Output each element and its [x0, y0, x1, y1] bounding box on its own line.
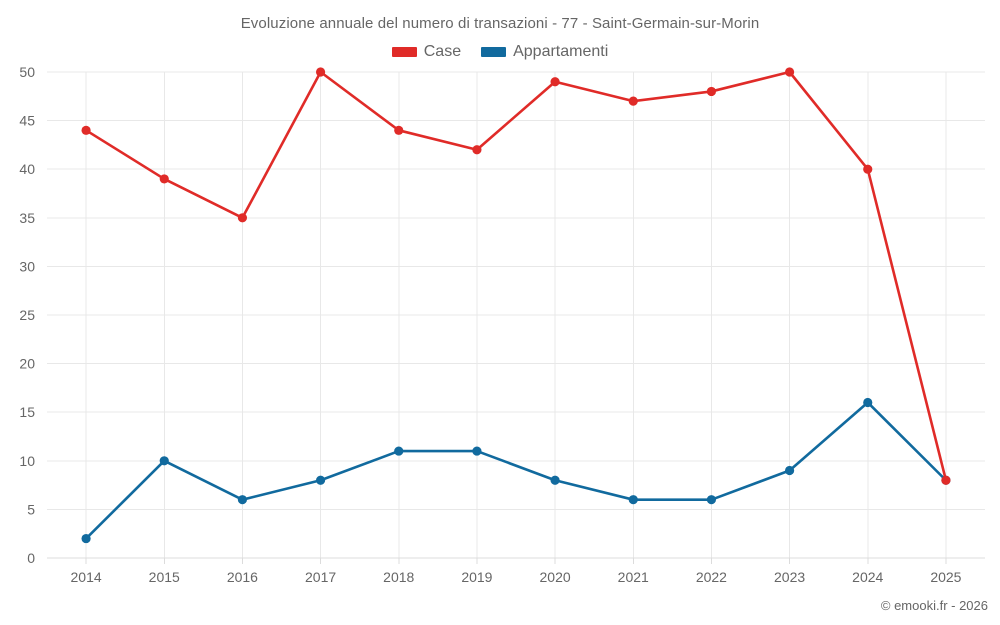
y-tick-label: 35	[19, 210, 35, 226]
x-tick-label: 2014	[71, 569, 102, 585]
y-tick-label: 50	[19, 64, 35, 80]
data-point[interactable]	[394, 125, 404, 135]
y-tick-label: 30	[19, 258, 35, 274]
data-point[interactable]	[315, 475, 326, 485]
legend-label-case: Case	[423, 43, 462, 60]
axis-layer	[47, 557, 985, 564]
data-point[interactable]	[237, 495, 248, 505]
data-point[interactable]	[550, 475, 560, 485]
y-tick-label: 10	[19, 453, 35, 469]
legend-item-case[interactable]: Case	[391, 43, 462, 61]
series-line-case	[84, 70, 948, 482]
x-tick-label: 2019	[461, 569, 492, 585]
data-point[interactable]	[81, 533, 91, 544]
data-point[interactable]	[706, 86, 717, 97]
x-tick-label: 2021	[618, 569, 649, 585]
legend-label-appartamenti: Appartamenti	[513, 43, 609, 60]
y-tick-label: 0	[27, 550, 35, 566]
data-point[interactable]	[81, 125, 91, 135]
x-tick-label: 2016	[227, 569, 258, 585]
y-tick-label: 45	[19, 113, 35, 129]
y-tick-label: 40	[19, 161, 35, 177]
series-layer	[81, 67, 951, 544]
data-point[interactable]	[159, 174, 169, 184]
data-point[interactable]	[628, 495, 638, 505]
series-line-appartamenti	[84, 401, 948, 540]
legend-item-appartamenti[interactable]: Appartamenti	[481, 43, 608, 61]
data-point[interactable]	[784, 465, 795, 476]
data-point[interactable]	[628, 96, 638, 106]
x-tick-label: 2024	[852, 569, 883, 585]
y-tick-label: 5	[27, 501, 35, 517]
x-tick-label: 2017	[305, 569, 336, 585]
footer-copyright: © emooki.fr - 2026	[880, 598, 988, 613]
x-tick-label: 2022	[696, 569, 727, 585]
data-point[interactable]	[472, 446, 482, 456]
x-tick-label: 2023	[774, 569, 805, 585]
legend-swatch-case	[391, 47, 417, 57]
data-point[interactable]	[315, 67, 326, 77]
x-tick-label: 2025	[930, 569, 961, 585]
chart-title: Evoluzione annuale del numero di transaz…	[240, 15, 760, 32]
y-tick-label: 15	[19, 404, 35, 420]
data-point[interactable]	[237, 213, 248, 223]
x-tick-label: 2015	[149, 569, 180, 585]
legend-swatch-appartamenti	[481, 47, 507, 57]
data-point[interactable]	[159, 456, 169, 466]
grid-layer	[47, 71, 985, 559]
y-tick-label: 25	[19, 307, 35, 323]
data-point[interactable]	[941, 475, 951, 485]
x-axis-tick-labels: 2014 2015 2016 2017 2018 2019 2020 2021 2022 2023…	[71, 569, 962, 585]
chart-legend: Case Appartamenti	[0, 43, 1000, 61]
y-axis-tick-labels: 0 5 10 15 20 25 30 35 40 45 50	[19, 64, 35, 566]
data-point[interactable]	[863, 164, 873, 174]
data-point[interactable]	[550, 77, 560, 87]
data-point[interactable]	[394, 446, 404, 456]
data-point[interactable]	[472, 145, 482, 155]
data-point[interactable]	[784, 67, 795, 77]
data-point[interactable]	[863, 397, 873, 408]
data-point[interactable]	[706, 495, 717, 505]
x-tick-label: 2020	[540, 569, 571, 585]
x-tick-label: 2018	[383, 569, 414, 585]
y-tick-label: 20	[19, 356, 35, 372]
